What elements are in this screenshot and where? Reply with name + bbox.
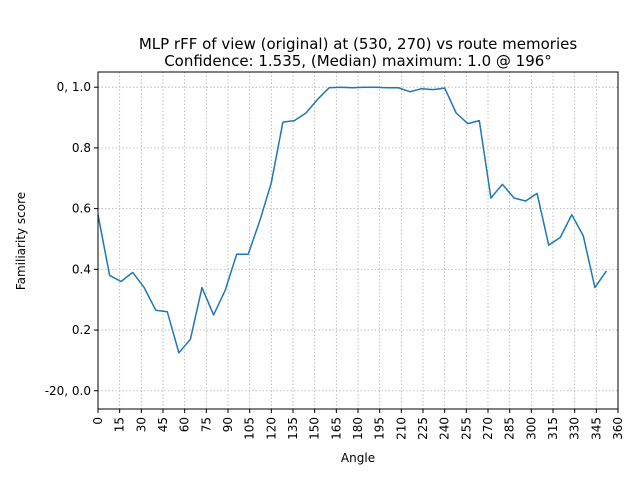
- y-axis: -20, 0.0 0.2 0.4 0.6 0.8 0, 1.0: [45, 80, 98, 398]
- x-tick-label: 135: [286, 417, 300, 440]
- x-tick-label: 315: [546, 417, 560, 440]
- x-tick-label: 0: [91, 417, 105, 425]
- x-tick-label: 30: [134, 417, 148, 432]
- x-tick-label: 75: [199, 417, 213, 432]
- y-tick-label: -20, 0.0: [45, 384, 91, 398]
- chart-title: MLP rFF of view (original) at (530, 270)…: [139, 35, 578, 53]
- y-axis-label: Familiarity score: [14, 192, 28, 290]
- x-tick-label: 195: [373, 417, 387, 440]
- x-tick-label: 45: [156, 417, 170, 432]
- x-tick-label: 240: [438, 417, 452, 440]
- x-tick-label: 165: [329, 417, 343, 440]
- chart-subtitle: Confidence: 1.535, (Median) maximum: 1.0…: [164, 52, 552, 70]
- y-tick-label: 0.2: [72, 323, 91, 337]
- y-tick-label: 0.8: [72, 141, 91, 155]
- x-tick-label: 285: [503, 417, 517, 440]
- x-tick-label: 180: [351, 417, 365, 440]
- x-tick-label: 255: [459, 417, 473, 440]
- grid: [97, 72, 619, 409]
- x-tick-label: 15: [113, 417, 127, 432]
- series-line: [97, 86, 608, 354]
- y-tick-label: 0, 1.0: [57, 80, 91, 94]
- x-tick-label: 105: [243, 417, 257, 440]
- x-tick-label: 345: [589, 417, 603, 440]
- y-tick-label: 0.4: [72, 262, 91, 276]
- x-tick-label: 360: [611, 417, 625, 440]
- x-axis: 0 15 30 45 60 75 90 105 120 135 150 165 180 195 210 225…: [91, 409, 625, 440]
- x-tick-label: 60: [178, 417, 192, 432]
- x-tick-label: 150: [308, 417, 322, 440]
- series-layer: [97, 86, 608, 354]
- x-tick-label: 90: [221, 417, 235, 432]
- x-tick-label: 120: [264, 417, 278, 440]
- x-tick-label: 270: [481, 417, 495, 440]
- x-tick-label: 300: [524, 417, 538, 440]
- x-tick-label: 330: [568, 417, 582, 440]
- x-tick-label: 210: [394, 417, 408, 440]
- x-axis-label: Angle: [341, 451, 375, 465]
- x-tick-label: 225: [416, 417, 430, 440]
- y-tick-label: 0.6: [72, 202, 91, 216]
